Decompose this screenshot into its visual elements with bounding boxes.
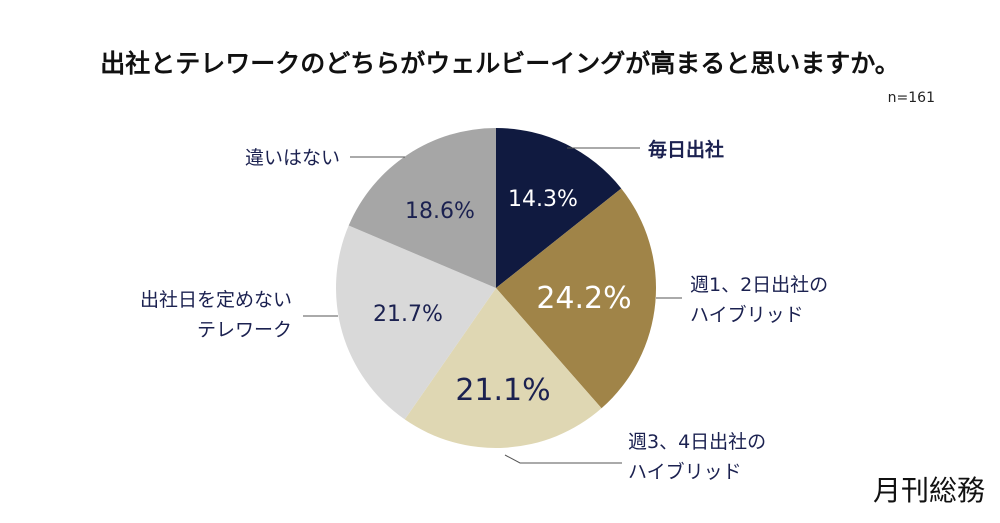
slice-category-label: テレワーク (197, 319, 292, 341)
pie-slice (496, 128, 622, 288)
pie-slice (348, 128, 496, 288)
leader-line (504, 454, 622, 464)
pie-slice (404, 288, 602, 449)
slice-category-label: 出社日を定めない (140, 289, 292, 311)
slice-value-label: 21.7% (373, 302, 443, 327)
slice-category-label: 週1、2日出社の (690, 274, 828, 296)
slice-category-label: 週3、4日出社の (628, 431, 766, 453)
slice-value-label: 24.2% (536, 281, 631, 316)
chart-title: 出社とテレワークのどちらがウェルビーイングが高まると思いますか。 (100, 49, 900, 78)
logo: 月刊総務 (873, 474, 985, 507)
pie-slice (496, 188, 656, 409)
slice-value-label: 14.3% (508, 187, 578, 212)
slice-category-label: ハイブリッド (690, 303, 804, 326)
sample-size: n=161 (888, 90, 935, 106)
pie-slice (336, 225, 496, 420)
slice-category-label: ハイブリッド (628, 460, 742, 483)
slice-value-label: 21.1% (455, 373, 550, 408)
slice-category-label: 違いはない (245, 147, 340, 169)
slices (336, 128, 656, 449)
slice-value-label: 18.6% (405, 199, 475, 224)
slice-category-label: 毎日出社 (648, 138, 724, 161)
